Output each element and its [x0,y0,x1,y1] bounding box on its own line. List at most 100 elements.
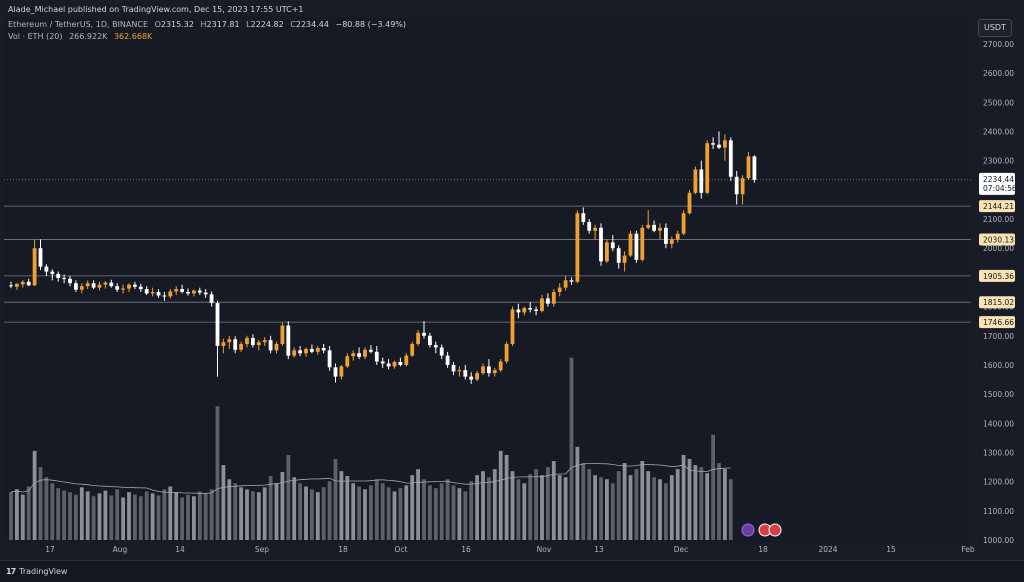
candle-body[interactable] [445,355,450,365]
candle-body[interactable] [392,362,397,367]
candle-body[interactable] [280,325,285,344]
candle-body[interactable] [717,144,721,148]
currency-selector[interactable]: USDT [978,19,1012,37]
candle-body[interactable] [433,345,438,348]
candle-body[interactable] [227,339,232,343]
volume-label[interactable]: Vol · ETH (20) [8,32,63,41]
candle-body[interactable] [664,227,668,244]
candle-body[interactable] [681,213,686,234]
candle-body[interactable] [32,248,37,286]
candle-body[interactable] [197,290,202,293]
candle-body[interactable] [369,349,373,352]
candle-body[interactable] [174,289,179,292]
candle-body[interactable] [156,292,161,296]
candle-body[interactable] [97,284,102,288]
candle-body[interactable] [333,367,338,377]
candle-body[interactable] [50,271,55,274]
candle-body[interactable] [298,350,302,354]
candle-body[interactable] [192,290,196,294]
candle-body[interactable] [516,309,521,313]
candle-body[interactable] [363,349,367,357]
candle-body[interactable] [457,370,462,372]
candle-body[interactable] [62,277,66,279]
candle-body[interactable] [292,350,297,356]
candle-body[interactable] [616,248,621,263]
candle-body[interactable] [103,282,108,285]
candle-body[interactable] [357,353,361,357]
candle-body[interactable] [20,281,25,285]
symbol-title[interactable]: Ethereum / TetherUS, 1D, BINANCE [8,20,149,29]
candle-body[interactable] [245,338,249,344]
candle-body[interactable] [504,343,509,362]
candle-body[interactable] [669,239,674,244]
candle-body[interactable] [233,339,238,350]
candle-body[interactable] [310,348,314,352]
candle-body[interactable] [693,169,698,193]
candle-body[interactable] [752,156,757,180]
candle-body[interactable] [599,227,603,262]
candle-body[interactable] [551,292,556,304]
candle-body[interactable] [581,213,586,222]
level-price-badge[interactable] [979,316,1015,329]
candle-body[interactable] [546,298,550,304]
candle-body[interactable] [239,343,243,350]
candle-body[interactable] [127,284,131,289]
candle-body[interactable] [209,294,214,304]
candle-body[interactable] [268,340,273,351]
candle-body[interactable] [428,335,432,346]
candle-body[interactable] [44,266,49,272]
candle-body[interactable] [85,283,90,287]
candle-body[interactable] [404,355,409,365]
candle-body[interactable] [150,292,155,294]
candle-body[interactable] [162,295,167,297]
tradingview-logo[interactable]: 17 TradingView [6,567,67,576]
candle-body[interactable] [339,366,344,377]
candle-body[interactable] [138,286,143,290]
candle-body[interactable] [687,192,692,214]
candle-body[interactable] [487,366,491,374]
candle-body[interactable] [74,283,78,290]
candle-body[interactable] [510,309,515,344]
candle-body[interactable] [91,283,96,288]
candle-body[interactable] [374,351,379,362]
candle-body[interactable] [469,376,474,380]
candle-body[interactable] [79,286,84,290]
level-price-badge[interactable] [979,233,1015,246]
candle-body[interactable] [728,140,733,177]
level-price-badge[interactable] [979,200,1015,213]
candle-body[interactable] [133,284,137,287]
candle-body[interactable] [563,280,568,288]
candle-body[interactable] [186,292,190,294]
level-price-badge[interactable] [979,269,1015,282]
candle-body[interactable] [180,289,184,292]
candle-body[interactable] [610,242,615,249]
candle-body[interactable] [557,287,562,292]
candle-body[interactable] [723,140,727,148]
candle-body[interactable] [56,273,61,278]
candle-body[interactable] [734,176,739,195]
candle-body[interactable] [351,353,356,357]
candle-body[interactable] [528,308,533,310]
candle-body[interactable] [304,348,308,354]
candle-body[interactable] [534,309,538,311]
candle-body[interactable] [321,348,326,351]
candle-body[interactable] [15,283,19,287]
candle-body[interactable] [121,288,125,290]
candle-body[interactable] [315,348,320,352]
candle-body[interactable] [386,363,391,367]
candle-body[interactable] [115,286,120,290]
candle-body[interactable] [593,227,597,231]
candle-body[interactable] [144,289,149,294]
candle-body[interactable] [410,343,415,356]
candle-body[interactable] [215,303,220,346]
candle-body[interactable] [522,308,527,313]
candle-body[interactable] [705,143,710,193]
candle-body[interactable] [646,224,651,228]
current-price-badge[interactable] [979,172,1015,195]
candle-body[interactable] [416,332,420,344]
candle-body[interactable] [439,347,444,356]
candle-body[interactable] [652,224,656,231]
candle-body[interactable] [274,343,279,351]
candle-body[interactable] [492,370,497,374]
candle-body[interactable] [26,281,31,286]
